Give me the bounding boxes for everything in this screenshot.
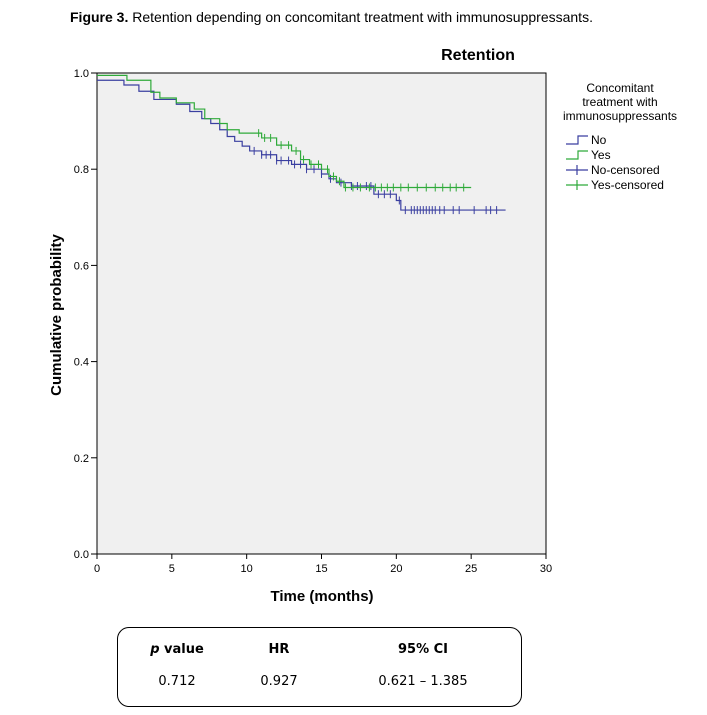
p-value-header: p value: [150, 642, 204, 657]
legend-title-line-3: immunosuppressants: [563, 109, 677, 123]
y-axis: 0.0 0.2 0.4 0.6 0.8 1.0: [74, 68, 97, 561]
ci-header: 95% CI: [397, 642, 449, 657]
x-tick-label: 10: [241, 563, 253, 575]
series-layer: [97, 74, 506, 215]
ci-value: 0.621 – 1.385: [378, 674, 468, 689]
stats-header-row: p value HR 95% CI: [118, 642, 521, 662]
stats-table: p value HR 95% CI 0.712 0.927 0.621 – 1.…: [117, 627, 522, 707]
legend-label-no: No: [591, 133, 607, 147]
legend-label-yes: Yes: [591, 148, 611, 162]
y-tick-label: 1.0: [74, 68, 89, 80]
y-tick-label: 0.6: [74, 260, 89, 272]
y-tick-label: 0.0: [74, 549, 89, 561]
y-tick-label: 0.8: [74, 164, 89, 176]
y-axis-label: Cumulative probability: [48, 234, 65, 396]
hr-value: 0.927: [260, 674, 298, 689]
km-chart: 0.0 0.2 0.4 0.6 0.8 1.0 0 5 10 15 20 25 30 Retentio…: [48, 47, 677, 605]
y-tick-label: 0.4: [74, 357, 89, 369]
x-tick-label: 5: [169, 563, 175, 575]
x-tick-label: 25: [465, 563, 477, 575]
p-value-header-italic: p: [150, 642, 160, 657]
x-tick-label: 30: [540, 563, 552, 575]
legend-title-line-1: Concomitant: [586, 81, 654, 95]
x-tick-label: 15: [315, 563, 327, 575]
legend: Concomitant treatment with immunosuppres…: [563, 81, 677, 192]
stats-value-row: 0.712 0.927 0.621 – 1.385: [118, 674, 521, 694]
legend-label-no-censored: No-censored: [591, 163, 660, 177]
x-axis: 0 5 10 15 20 25 30: [94, 554, 552, 575]
chart-title: Retention: [441, 47, 515, 64]
legend-swatch-no: [566, 135, 588, 145]
p-value: 0.712: [158, 674, 196, 689]
x-tick-label: 20: [390, 563, 402, 575]
y-tick-label: 0.2: [74, 453, 89, 465]
plot-area: [96, 72, 547, 555]
p-value-header-rest: value: [159, 642, 204, 657]
x-tick-label: 0: [94, 563, 100, 575]
y-ticks: 0.0 0.2 0.4 0.6 0.8 1.0: [74, 68, 97, 561]
figure-label: Figure 3.: [70, 9, 129, 25]
legend-title-line-2: treatment with: [582, 95, 657, 109]
hr-header: HR: [268, 642, 290, 657]
x-axis-label: Time (months): [270, 588, 373, 605]
figure-caption: Figure 3. Retention depending on concomi…: [70, 9, 593, 25]
legend-swatch-yes: [566, 150, 588, 160]
legend-label-yes-censored: Yes-censored: [591, 178, 664, 192]
figure-caption-text: Retention depending on concomitant treat…: [128, 9, 593, 25]
